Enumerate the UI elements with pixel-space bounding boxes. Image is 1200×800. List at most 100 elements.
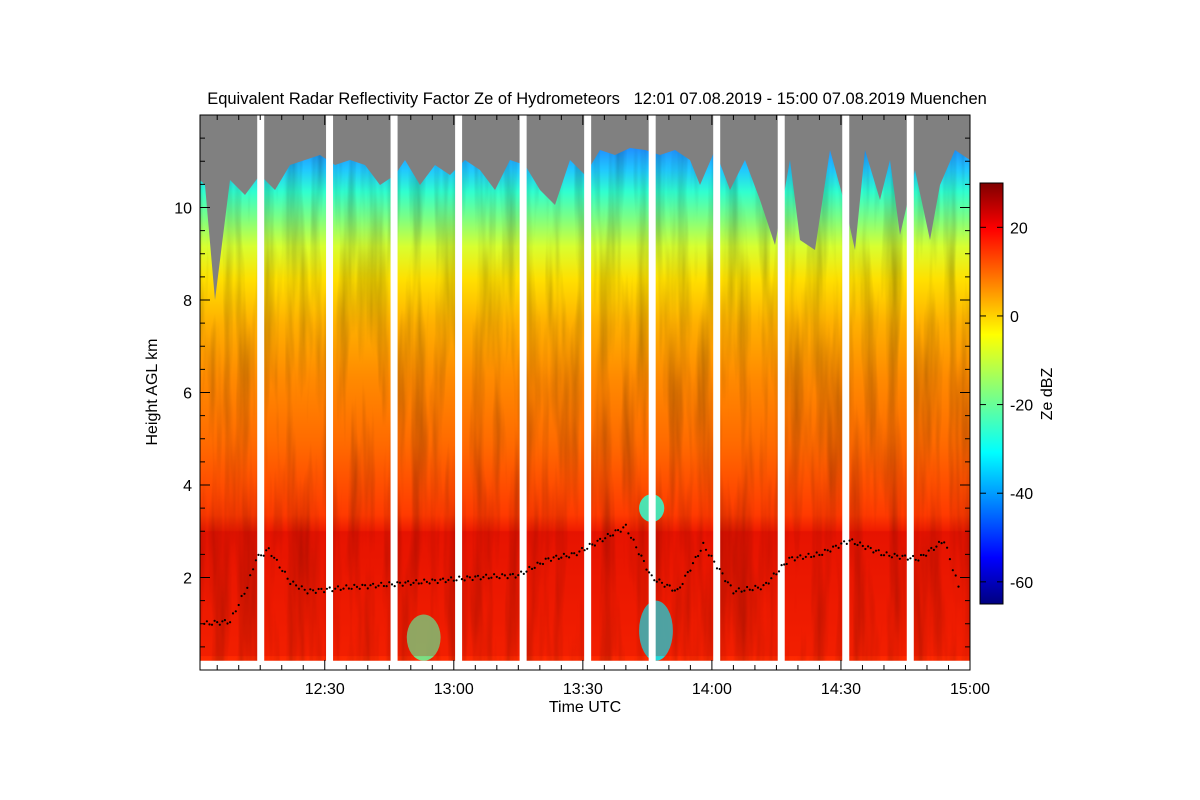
cloud-base-dot	[721, 572, 724, 575]
cloud-base-dot	[541, 562, 545, 566]
cloud-base-dot	[815, 551, 818, 554]
cloud-base-dot	[935, 545, 938, 548]
cloud-base-dot	[252, 568, 255, 571]
cloud-base-dot	[885, 551, 888, 554]
data-gap	[257, 115, 265, 670]
cloud-base-dot	[796, 556, 799, 559]
data-gap	[390, 115, 398, 670]
cloud-base-dot	[514, 576, 517, 579]
cloud-base-dot	[390, 583, 394, 586]
cloud-base-dot	[896, 554, 899, 557]
cloud-base-dot	[210, 623, 214, 626]
cloud-base-dot	[788, 556, 791, 559]
cloud-base-dot	[648, 571, 651, 574]
cloud-base-dot	[943, 541, 946, 544]
cloud-base-dot	[832, 545, 835, 548]
x-tick-label: 13:00	[434, 681, 474, 698]
cloud-base-dot	[637, 553, 640, 556]
cloud-base-dot	[417, 582, 420, 585]
cloud-base-dot	[599, 537, 602, 541]
cloud-base-dot	[205, 620, 208, 623]
cloud-base-dot	[919, 553, 923, 557]
cloud-base-dot	[463, 579, 466, 582]
cloud-base-dot	[611, 534, 615, 537]
cloud-base-dot	[901, 554, 904, 558]
cloud-base-dot	[653, 579, 656, 582]
cloud-base-dot	[834, 544, 838, 547]
cloud-base-dot	[409, 583, 412, 586]
cloud-base-dot	[485, 573, 488, 576]
cloud-base-dot	[867, 545, 870, 548]
cloud-base-dot	[856, 543, 859, 547]
cloud-base-dot	[466, 575, 469, 578]
cloud-base-dot	[309, 588, 312, 591]
cloud-base-dot	[957, 585, 960, 588]
cloud-base-dot	[740, 590, 743, 593]
cloud-base-dot	[906, 558, 909, 561]
cloud-base-dot	[826, 549, 829, 552]
cloud-base-dot	[783, 563, 786, 566]
cloud-base-dot	[710, 554, 713, 557]
heatmap-area	[200, 115, 970, 670]
cloud-base-dot	[372, 582, 375, 585]
cloud-base-dot	[498, 577, 501, 580]
cloud-base-dot	[588, 542, 591, 546]
cloud-base-dot	[821, 553, 824, 557]
cloud-base-dot	[506, 577, 509, 580]
cloud-base-dot	[691, 562, 695, 565]
cloud-base-dot	[645, 568, 648, 571]
cloud-base-dot	[748, 588, 751, 591]
cloud-base-dot	[425, 580, 428, 584]
cloud-base-dot	[619, 530, 622, 533]
cloud-base-dot	[328, 586, 331, 589]
cloud-base-dot	[240, 594, 243, 598]
y-axis: 2 4 6 8 10	[174, 137, 970, 648]
cloud-base-dot	[848, 539, 851, 542]
cloud-base-dot	[925, 554, 928, 557]
cloud-base-dot	[366, 587, 369, 590]
cloud-base-dot	[353, 583, 356, 587]
cloud-base-dot	[306, 592, 309, 595]
cloud-base-dot	[339, 588, 342, 592]
cloud-base-dot	[697, 554, 700, 558]
cloud-base-dot	[735, 590, 738, 593]
cloud-base-dot	[743, 589, 746, 592]
cloud-base-dot	[385, 585, 388, 588]
cloud-base-dot	[888, 554, 891, 557]
cloud-base-dot	[536, 561, 539, 564]
cloud-base-dot	[676, 588, 679, 591]
cloud-base-dot	[629, 536, 633, 539]
cloud-base-dot	[223, 619, 226, 622]
cloud-base-dot	[487, 577, 490, 580]
cloud-base-dot	[573, 552, 576, 555]
cloud-base-dot	[681, 582, 684, 586]
cloud-base-dot	[604, 537, 607, 540]
cloud-base-dot	[325, 587, 328, 590]
cloud-base-dot	[583, 549, 586, 552]
cloud-base-dot	[765, 581, 768, 585]
cloud-base-dot	[509, 573, 512, 576]
cloud-base-dot	[281, 569, 284, 573]
cloud-base-dot	[837, 546, 840, 550]
cloud-base-dot	[724, 580, 727, 583]
cloud-base-dot	[342, 587, 345, 590]
cloud-base-dot	[388, 581, 391, 584]
cloud-base-dot	[904, 554, 907, 557]
cloud-base-dot	[476, 574, 480, 577]
cloud-base-dot	[715, 567, 719, 570]
cloud-base-dot	[474, 575, 477, 578]
cloud-base-dot	[853, 542, 856, 546]
cloud-base-dot	[570, 552, 573, 555]
surface-gap	[200, 660, 970, 670]
chart-title: Equivalent Radar Reflectivity Factor Ze …	[207, 90, 987, 108]
cloud-base-dot	[751, 589, 754, 592]
cloud-base-dot	[320, 587, 323, 591]
cloud-base-dot	[807, 552, 810, 555]
cloud-base-dot	[940, 542, 943, 545]
cloud-base-dot	[501, 573, 504, 576]
cloud-base-dot	[495, 575, 498, 579]
cloud-base-dot	[218, 623, 221, 626]
y-tick-label: 4	[183, 478, 192, 495]
cloud-base-dot	[283, 570, 287, 573]
data-gap	[648, 115, 656, 670]
